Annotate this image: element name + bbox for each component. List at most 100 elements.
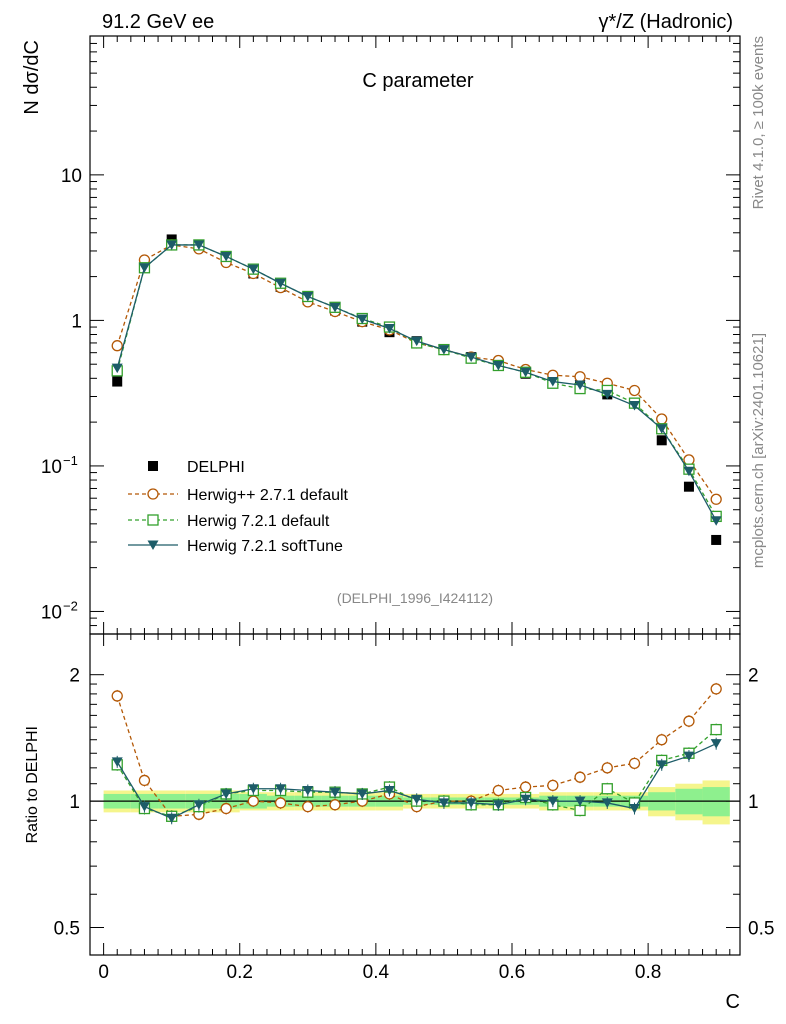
x-tick-label: 0.4 — [363, 962, 390, 983]
ratio-point — [574, 771, 586, 783]
y-axis-label: N dσ/dC — [21, 40, 43, 115]
series-herwig-7-2-1-softtune — [111, 240, 722, 825]
ratio-point — [601, 783, 613, 795]
data-point — [656, 413, 668, 425]
legend-marker — [147, 488, 159, 500]
data-point — [465, 352, 477, 363]
data-point — [138, 263, 150, 273]
ratio-point — [629, 804, 641, 814]
y-tick-exponent: −2 — [63, 598, 78, 613]
ratio-point — [356, 789, 368, 799]
data-point — [112, 376, 123, 387]
ratio-point — [492, 800, 504, 810]
data-point — [520, 367, 532, 378]
data-point — [574, 380, 586, 390]
legend-marker — [147, 514, 159, 526]
data-point — [656, 424, 668, 434]
data-point — [166, 240, 178, 250]
data-point — [547, 377, 559, 387]
ratio-point — [683, 715, 695, 727]
x-tick-label: 0.2 — [227, 962, 253, 983]
ratio-point — [220, 802, 232, 815]
ratio-point — [247, 795, 260, 807]
data-point — [601, 389, 613, 400]
analysis-tag: (DELPHI_1996_I424112) — [337, 590, 493, 606]
legend-label: Herwig++ 2.7.1 default — [187, 487, 349, 504]
ratio-point — [329, 787, 341, 798]
ratio-point — [275, 784, 287, 794]
data-point — [275, 278, 287, 289]
legend-marker — [148, 461, 158, 471]
legend-marker — [147, 540, 159, 550]
data-point — [411, 336, 423, 347]
series-herwig-2-7-1-default — [111, 239, 722, 823]
ratio-point — [547, 779, 559, 792]
data-point — [710, 493, 722, 505]
ratio-point — [247, 784, 259, 794]
header-right: γ*/Z (Hadronic) — [599, 11, 733, 33]
ratio-point — [411, 794, 423, 805]
ratio-point — [492, 784, 505, 797]
ratio-tick-label-right: 0.5 — [748, 918, 774, 939]
ratio-point — [601, 762, 613, 774]
ratio-tick-label-left: 2 — [69, 666, 80, 687]
data-point — [356, 314, 368, 325]
ratio-point — [656, 734, 668, 746]
y-tick-label: 10 — [41, 457, 62, 478]
ratio-point — [710, 739, 722, 749]
data-point — [220, 251, 232, 262]
data-point — [683, 481, 694, 492]
rivet-label: Rivet 4.1.0, ≥ 100k events — [750, 36, 767, 209]
data-point — [383, 323, 395, 334]
data-point — [302, 291, 314, 302]
ratio-point — [111, 757, 123, 767]
y-tick-label: 10 — [61, 166, 82, 187]
ratio-point — [302, 800, 314, 813]
legend-label: Herwig 7.2.1 default — [187, 513, 330, 530]
ratio-point — [138, 802, 150, 812]
legend-label: Herwig 7.2.1 softTune — [187, 538, 343, 555]
data-point — [711, 534, 722, 545]
ratio-point — [302, 785, 314, 796]
y-tick-label: 10 — [41, 602, 62, 623]
ratio-point — [710, 723, 722, 736]
ratio-plot-frame — [89, 633, 741, 956]
y-tick-exponent: −1 — [63, 453, 78, 468]
data-point — [111, 363, 123, 374]
ratio-point — [329, 799, 341, 811]
ratio-point — [520, 794, 532, 805]
series-line-main — [116, 244, 717, 522]
series-line-ratio — [116, 688, 717, 817]
ratio-point — [383, 785, 395, 796]
ratio-point — [438, 798, 450, 808]
series-layer — [111, 234, 722, 825]
legend: DELPHI Herwig++ 2.7.1 default Herwig 7.2.1… — [128, 459, 349, 555]
ratio-point — [166, 813, 178, 824]
data-point — [710, 516, 722, 526]
x-axis-label: C — [726, 991, 740, 1013]
ratio-point — [710, 683, 722, 695]
data-point — [111, 340, 123, 352]
ratio-point — [601, 798, 613, 808]
ratio-point — [465, 798, 477, 808]
data-point — [628, 384, 641, 397]
ratio-point — [683, 751, 695, 762]
ratio-point — [519, 781, 532, 793]
x-tick-label: 0.6 — [499, 962, 525, 983]
data-point — [629, 401, 641, 411]
ratio-point — [656, 760, 668, 770]
data-point — [656, 435, 667, 446]
data-point — [574, 371, 586, 383]
ratio-tick-label-right: 2 — [748, 666, 759, 687]
data-point — [329, 302, 341, 313]
y-tick-label: 1 — [71, 311, 82, 332]
data-point — [247, 264, 259, 275]
data-point — [683, 466, 695, 477]
x-tick-label: 0.8 — [635, 962, 661, 983]
ratio-tick-label-right: 1 — [748, 792, 759, 813]
ratio-point — [138, 774, 151, 787]
ratio-point — [628, 757, 641, 769]
mcplots-label: mcplots.cern.ch [arXiv:2401.10621] — [750, 333, 767, 568]
